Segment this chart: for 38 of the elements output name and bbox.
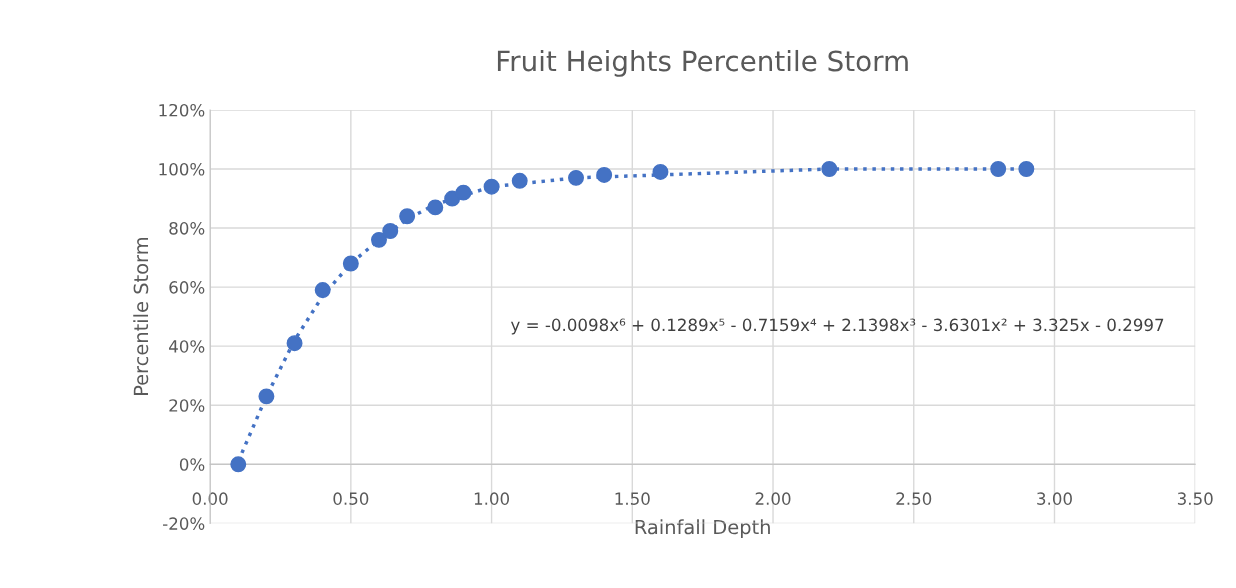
x-tick-label: 1.50	[615, 492, 650, 505]
point	[483, 178, 500, 195]
y-axis-title: Percentile Storm	[133, 238, 149, 395]
y-tick-label: 0%	[179, 458, 205, 471]
x-tick-label: 1.00	[474, 492, 510, 505]
point	[382, 223, 399, 239]
y-tick-label: 60%	[169, 281, 205, 294]
x-tick-label: 3.50	[1177, 492, 1213, 505]
point	[455, 184, 472, 201]
annotation: y = -0.0098x⁶ + 0.1289x⁵ - 0.7159x⁴ + 2.1398x³ - 3.6301x² + 3.325x - 0.2997	[510, 318, 1164, 335]
point	[568, 169, 584, 186]
point	[821, 161, 838, 177]
y-tick-label: 20%	[169, 399, 205, 412]
x-tick-label: 3.00	[1037, 492, 1072, 505]
point	[1018, 161, 1035, 177]
chart-title: Fruit Heights Percentile Storm	[497, 49, 908, 77]
x-tick-label: 0.00	[192, 492, 228, 505]
x-axis-title: Rainfall Depth	[635, 519, 770, 539]
point	[596, 166, 613, 183]
point	[286, 335, 303, 352]
point	[399, 208, 416, 225]
y-tick-label: 120%	[159, 103, 205, 117]
point	[427, 199, 444, 216]
point	[990, 161, 1007, 177]
x-tick-label: 2.50	[896, 492, 932, 505]
y-tick-label: 100%	[159, 162, 205, 176]
point	[230, 456, 247, 473]
point	[258, 388, 275, 405]
point	[371, 231, 387, 248]
x-tick-label: 2.00	[755, 492, 791, 505]
x-tick-label: 0.50	[333, 492, 369, 505]
y-tick-label: -20%	[163, 517, 205, 530]
point	[342, 255, 359, 272]
point	[652, 163, 669, 180]
point	[314, 282, 331, 299]
y-tick-label: 40%	[169, 340, 205, 353]
point	[511, 172, 528, 189]
y-tick-label: 80%	[169, 222, 205, 235]
